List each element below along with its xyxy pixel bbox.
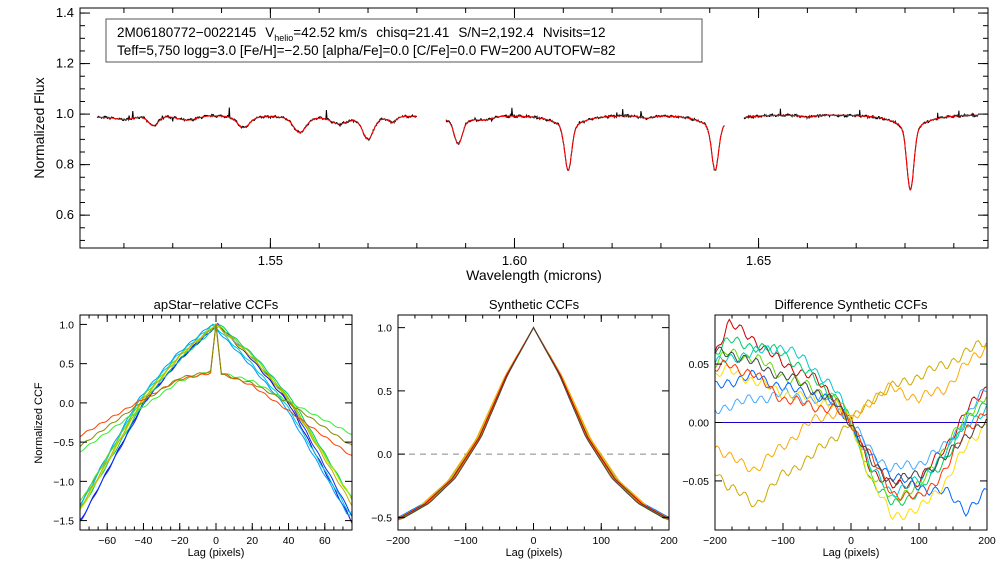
info-chisq: chisq=21.41: [376, 25, 449, 40]
apstar-ccf-line-4: [79, 323, 353, 513]
info-star-id: 2M06180772−0022145: [117, 25, 256, 40]
spectrum-axes-frame: [79, 7, 989, 249]
y-tick-label: 0.05: [689, 359, 710, 371]
y-tick-label: 1.4: [56, 5, 74, 20]
y-tick-label: 0.8: [56, 157, 74, 172]
difference-ccf-line-2: [714, 318, 987, 489]
apstar-ccf-line-5: [79, 324, 353, 506]
difference-title: Difference Synthetic CCFs: [775, 297, 928, 312]
y-tick-label: 1.0: [377, 323, 392, 335]
synthetic-title: Synthetic CCFs: [489, 297, 580, 312]
x-tick-label: 60: [319, 535, 331, 547]
difference-xlabel: Lag (pixels): [823, 547, 880, 559]
apstar-ccf-line-9: [79, 323, 353, 453]
y-tick-label: 1.2: [56, 56, 74, 71]
x-tick-label: −20: [171, 535, 189, 547]
spectrum-xlabel: Wavelength (microns): [466, 267, 602, 283]
x-tick-label: −40: [135, 535, 153, 547]
spectrum-info-line1: 2M06180772−0022145 Vhelio=42.52 km/s chisq…: [117, 25, 606, 43]
apstar-ccf-line-11: [79, 324, 353, 448]
spectrum-info-box: [105, 18, 703, 63]
difference-ccf-line-10: [714, 363, 987, 521]
y-tick-label: 1.0: [56, 106, 74, 121]
apstar-ticks: −60 −40 −20 0 20 40 60 −1.5 −1.0 −0.5 0.0 0.5 1.0: [53, 315, 353, 547]
synthetic-ticks: −200 −100 0 100 200 −0.5 0.0 0.5 1.0: [371, 315, 678, 547]
apstar-ccf-line-8: [79, 323, 353, 509]
x-tick-label: 1.60: [502, 253, 527, 268]
difference-ccf-line-12: [714, 346, 987, 486]
difference-ccf-line-8: [714, 339, 987, 508]
y-tick-label: −1.5: [53, 516, 74, 528]
synthetic-series-group: [397, 326, 670, 521]
info-sn: S/N=2,192.4: [458, 25, 534, 40]
difference-ccf-panel: −200 −100 0 100 200 −0.05 0.00 0.05 Difference …: [682, 297, 995, 559]
spectrum-series-group: [96, 107, 979, 191]
y-tick-label: 0.0: [377, 449, 392, 461]
synthetic-ccf-line-11: [398, 326, 669, 519]
spectrum-ticks: 1.55 1.60 1.65 0.6 0.8 1.0 1.2 1.4: [56, 5, 988, 268]
x-tick-label: −200: [386, 535, 410, 547]
model-spectrum-chip-3: [743, 114, 979, 191]
x-tick-label: 200: [978, 535, 996, 547]
y-tick-label: −0.05: [682, 476, 709, 488]
x-tick-label: 0: [848, 535, 854, 547]
spectrum-ylabel: Normalized Flux: [31, 77, 47, 178]
apstar-ccf-line-10: [79, 323, 353, 456]
spectrum-panel: 1.55 1.60 1.65 0.6 0.8 1.0 1.2 1.4 Wavelength (…: [31, 5, 989, 283]
y-tick-label: 0.0: [59, 398, 74, 410]
synthetic-ccf-line-8: [397, 326, 670, 519]
apstar-ccf-panel: −60 −40 −20 0 20 40 60 −1.5 −1.0 −0.5 0.0 0.5 1.0 ap…: [33, 297, 353, 559]
y-tick-label: −0.5: [371, 512, 392, 524]
synthetic-xlabel: Lag (pixels): [506, 547, 563, 559]
apstar-ccf-line-3: [79, 324, 353, 516]
apstar-xlabel: Lag (pixels): [188, 547, 245, 559]
y-tick-label: 0.00: [689, 418, 710, 430]
x-tick-label: −60: [98, 535, 116, 547]
x-tick-label: −200: [703, 535, 727, 547]
model-spectrum-chip-2: [445, 115, 725, 171]
y-tick-label: 1.0: [59, 319, 74, 331]
x-tick-label: −100: [454, 535, 478, 547]
difference-series-group: [714, 318, 987, 521]
apstar-series-group: [79, 322, 353, 524]
synthetic-ccf-panel: −200 −100 0 100 200 −0.5 0.0 0.5 1.0 Synthetic C…: [371, 297, 678, 559]
apstar-ylabel: Normalized CCF: [33, 382, 45, 464]
info-v-value: =42.52 km/s: [293, 25, 367, 40]
apstar-ccf-line-2: [79, 322, 353, 521]
y-tick-label: 0.6: [56, 207, 74, 222]
spectrum-info-line2: Teff=5,750 logg=3.0 [Fe/H]=−2.50 [alpha/…: [117, 43, 616, 58]
y-tick-label: 0.5: [377, 386, 392, 398]
x-tick-label: 200: [660, 535, 678, 547]
y-tick-label: −1.0: [53, 476, 74, 488]
x-tick-label: 100: [910, 535, 928, 547]
apstar-axes-frame: [79, 314, 353, 531]
info-v-label: V: [265, 25, 274, 40]
info-nvisits: Nvisits=12: [543, 25, 606, 40]
x-tick-label: −100: [771, 535, 795, 547]
x-tick-label: 20: [246, 535, 258, 547]
y-tick-label: −0.5: [53, 437, 74, 449]
difference-ccf-line-9: [714, 345, 987, 473]
x-tick-label: 1.65: [746, 253, 771, 268]
x-tick-label: 40: [283, 535, 295, 547]
y-tick-label: 0.5: [59, 359, 74, 371]
x-tick-label: 100: [592, 535, 610, 547]
difference-ccf-line-11: [714, 359, 987, 502]
x-tick-label: 1.55: [258, 253, 283, 268]
synthetic-axes-frame: [397, 314, 670, 531]
x-tick-label: 0: [213, 535, 219, 547]
model-spectrum-chip-1: [97, 115, 417, 140]
difference-ticks: −200 −100 0 100 200 −0.05 0.00 0.05: [682, 315, 996, 547]
info-v-subscript: helio: [274, 33, 293, 43]
apstar-title: apStar−relative CCFs: [154, 297, 279, 312]
x-tick-label: 0: [531, 535, 537, 547]
